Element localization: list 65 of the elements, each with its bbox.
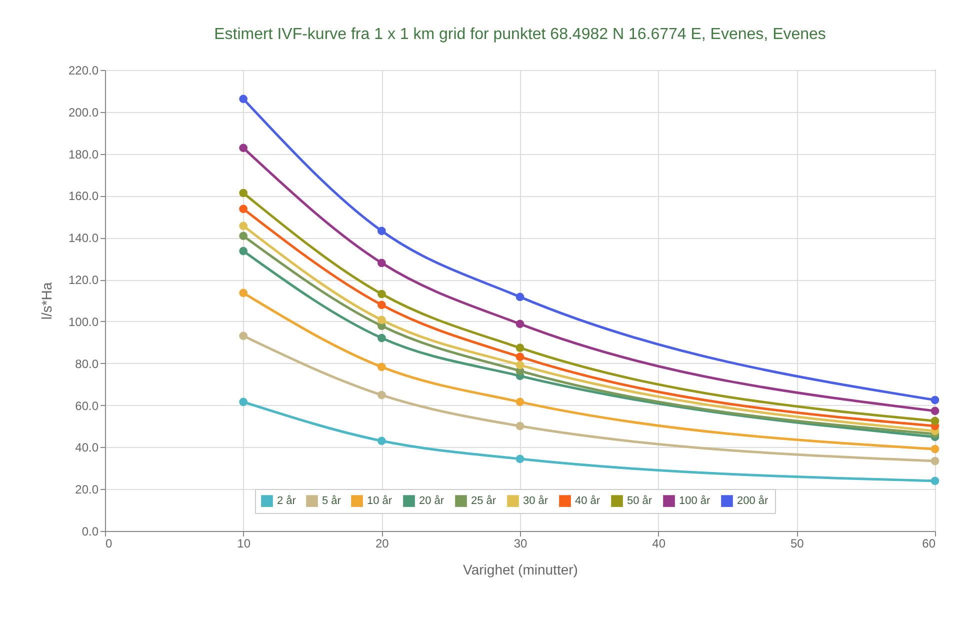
y-tick-label: 0.0 xyxy=(82,524,99,538)
point xyxy=(516,344,524,352)
point xyxy=(516,360,524,370)
x-tick-label: 50 xyxy=(790,536,804,550)
legend-label: 5 år xyxy=(322,495,342,508)
x-tick-label: 0 xyxy=(106,536,112,550)
y-tick-label: 180.0 xyxy=(68,147,99,162)
point xyxy=(377,258,386,268)
point xyxy=(239,288,248,298)
legend-label: 100 år xyxy=(679,495,711,508)
y-tick-label: 60.0 xyxy=(75,398,99,413)
point xyxy=(930,456,940,466)
legend-label: 50 år xyxy=(627,495,652,508)
point xyxy=(239,204,248,214)
point xyxy=(930,416,940,426)
legend-label: 2 år xyxy=(277,495,296,508)
point xyxy=(930,396,940,404)
x-tick-label: 20 xyxy=(375,536,390,550)
point xyxy=(377,300,386,310)
legend-label: 40 år xyxy=(575,495,600,508)
point xyxy=(516,292,524,302)
point xyxy=(377,226,386,236)
y-tick-label: 80.0 xyxy=(75,356,99,371)
point xyxy=(239,94,248,104)
point xyxy=(377,436,386,446)
x-tick-label: 30 xyxy=(514,536,528,550)
y-tick-label: 40.0 xyxy=(75,440,99,455)
y-tick-label: 200.0 xyxy=(68,105,99,120)
point xyxy=(930,476,940,486)
y-tick-label: 140.0 xyxy=(68,231,99,246)
x-tick-label: 10 xyxy=(237,536,251,550)
point xyxy=(516,320,524,328)
legend-label: 10 år xyxy=(367,495,392,508)
point xyxy=(377,362,386,372)
point xyxy=(239,144,248,152)
x-axis-title: Varighet (minutter) xyxy=(463,562,578,578)
legend-label: 200 år xyxy=(737,495,769,508)
point xyxy=(239,398,248,406)
y-axis-title: l/s*Ha xyxy=(38,282,54,320)
y-tick-label: 100.0 xyxy=(68,314,99,329)
point xyxy=(239,246,248,256)
point xyxy=(516,454,524,464)
point xyxy=(377,390,386,400)
point xyxy=(239,232,248,240)
y-tick-label: 120.0 xyxy=(68,273,99,288)
y-tick-label: 220.0 xyxy=(68,64,99,78)
point xyxy=(516,352,524,362)
point xyxy=(930,444,940,454)
x-tick-label: 40 xyxy=(652,536,666,550)
point xyxy=(239,188,248,198)
point xyxy=(516,398,524,406)
point xyxy=(930,406,940,416)
point xyxy=(377,316,386,324)
point xyxy=(377,334,386,342)
legend-label: 20 år xyxy=(419,495,444,508)
point xyxy=(239,222,248,230)
chart-title: Estimert IVF-kurve fra 1 x 1 km grid for punktet 68.4982 N 16.6774 E, Evenes, Evenes xyxy=(214,26,826,43)
legend-label: 30 år xyxy=(523,495,548,508)
legend-label: 25 år xyxy=(471,495,496,508)
y-tick-label: 20.0 xyxy=(75,482,99,497)
point xyxy=(239,332,248,340)
point xyxy=(516,422,524,430)
point xyxy=(377,290,386,298)
x-tick-label: 60 xyxy=(922,536,936,550)
y-tick-label: 160.0 xyxy=(68,189,99,204)
